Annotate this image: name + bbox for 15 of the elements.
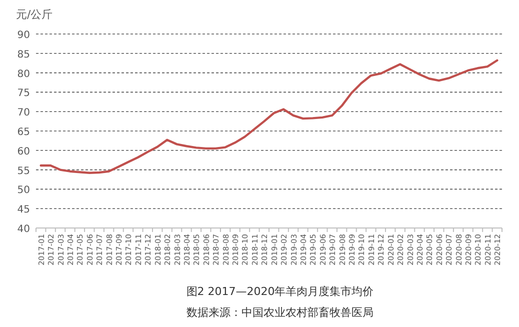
- y-tick-label: 65: [17, 127, 30, 138]
- y-tick-label: 70: [17, 108, 30, 119]
- y-tick-label: 45: [17, 204, 30, 216]
- y-tick-label: 80: [17, 68, 30, 80]
- source-note: 数据来源：中国农业农村部畜牧兽医局: [186, 306, 374, 319]
- y-tick-label: 75: [17, 88, 30, 100]
- y-tick-label: 40: [17, 224, 30, 235]
- y-tick-label: 85: [17, 49, 30, 60]
- y-tick-label: 60: [17, 146, 30, 158]
- y-tick-label: 90: [17, 30, 30, 41]
- text: 图2 2017—2020年羊肉月度集市均价: [186, 285, 374, 298]
- y-axis-title: 元/公斤: [16, 8, 53, 21]
- line-series: [40, 59, 498, 174]
- y-tick-label: 55: [17, 166, 30, 177]
- y-tick-label: 50: [17, 185, 30, 196]
